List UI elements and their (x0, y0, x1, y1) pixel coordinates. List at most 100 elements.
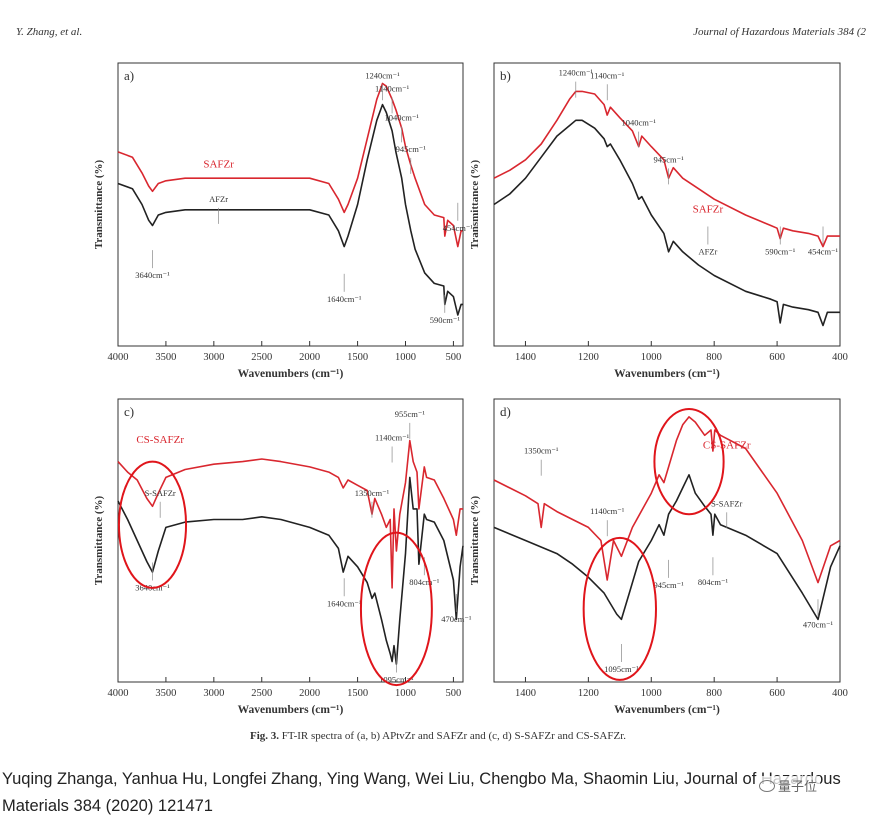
x-axis-label: Wavenumbers (cm⁻¹) (238, 704, 344, 716)
peak-annotation: 945cm⁻¹ (653, 580, 684, 590)
x-tick-label: 600 (769, 688, 785, 699)
plot-frame (493, 62, 841, 347)
x-tick-label: 400 (832, 688, 848, 699)
x-tick-label: 800 (706, 688, 722, 699)
peak-annotation: 1140cm⁻¹ (590, 70, 625, 80)
peak-annotation: 3640cm⁻¹ (135, 270, 170, 280)
peak-annotation: 804cm⁻¹ (409, 577, 440, 587)
series-line-safzr (493, 90, 840, 248)
peak-annotation: 1350cm⁻¹ (355, 488, 390, 498)
peak-annotation: 590cm⁻¹ (765, 246, 796, 256)
plot-frame (117, 62, 464, 347)
ftir-figure: a) Transmittance (%) 4000 3500 3000 2500 2000 1… (93, 62, 848, 716)
y-axis-label: Transmittance (%) (469, 496, 481, 586)
x-tick-label: 1400 (515, 688, 536, 699)
x-tick-label: 1400 (515, 352, 536, 363)
x-tick-label: 1000 (641, 688, 662, 699)
x-tick-label: 500 (446, 352, 462, 363)
x-tick-label: 600 (769, 352, 785, 363)
series-line-s-safzr (117, 476, 464, 665)
peak-annotation: AFZr (698, 246, 717, 256)
peak-annotation: 1140cm⁻¹ (375, 433, 410, 443)
peak-annotation: 1095cm⁻¹ (379, 675, 414, 685)
highlight-circle (117, 460, 188, 589)
peak-annotation: 1240cm⁻¹ (365, 70, 400, 80)
peak-annotation: S-SAFZr (145, 488, 176, 498)
panel-label: b) (500, 68, 511, 83)
caption-text: FT-IR spectra of (a, b) APtvZr and SAFZr… (281, 730, 626, 742)
peak-annotation: 590cm⁻¹ (430, 315, 461, 325)
panel-4: d) Transmittance (%) 1400 1200 1000 800 600 400… (469, 398, 848, 716)
panel-label: d) (500, 404, 511, 419)
y-axis-label: Transmittance (%) (93, 160, 105, 250)
plot-frame (117, 398, 464, 683)
x-axis-label: Wavenumbers (cm⁻¹) (238, 368, 344, 380)
wechat-icon (759, 780, 775, 792)
series-label: SAFZr (203, 159, 234, 171)
x-tick-label: 1200 (578, 688, 599, 699)
panel-label: c) (124, 404, 134, 419)
x-tick-label: 2500 (251, 688, 272, 699)
x-tick-label: 2000 (299, 688, 320, 699)
x-tick-label: 3500 (155, 688, 176, 699)
caption-label: Fig. 3. (249, 730, 280, 742)
x-tick-label: 400 (832, 352, 848, 363)
peak-annotation: S-SAFZr (711, 498, 742, 508)
x-tick-label: 3000 (203, 688, 224, 699)
x-tick-label: 1200 (578, 352, 599, 363)
header-journal: Journal of Hazardous Materials 384 (2 (693, 26, 866, 38)
peak-annotation: 1095cm⁻¹ (604, 664, 639, 674)
peak-annotation: 1140cm⁻¹ (590, 506, 625, 516)
peak-annotation: 1350cm⁻¹ (524, 446, 559, 456)
series-line-afzr (493, 119, 840, 327)
x-tick-label: 1000 (641, 352, 662, 363)
highlight-circle (653, 408, 725, 516)
highlight-circle (359, 531, 433, 687)
citation-text: Yuqing Zhanga, Yanhua Hu, Longfei Zhang,… (2, 770, 841, 815)
peak-annotation: 454cm⁻¹ (443, 223, 474, 233)
peak-annotation: AFZr (209, 194, 228, 204)
header-authors: Y. Zhang, et al. (16, 26, 83, 38)
series-line-safzr (117, 82, 463, 248)
plot-frame (493, 398, 841, 683)
x-tick-label: 4000 (108, 352, 129, 363)
y-axis-label: Transmittance (%) (93, 496, 105, 586)
peak-annotation: 470cm⁻¹ (803, 619, 834, 629)
peak-annotation: 945cm⁻¹ (396, 144, 427, 154)
peak-annotation: 1040cm⁻¹ (384, 112, 419, 122)
series-label: CS-SAFZr (136, 434, 184, 446)
x-tick-label: 1500 (347, 352, 368, 363)
series-line-s-safzr (493, 473, 841, 621)
x-axis-label: Wavenumbers (cm⁻¹) (614, 704, 720, 716)
x-tick-label: 800 (706, 352, 722, 363)
x-tick-label: 1000 (395, 352, 416, 363)
series-line-cs-safzr (493, 416, 841, 584)
watermark-text: 量子位 (778, 780, 818, 795)
series-label: CS-SAFZr (703, 439, 751, 451)
x-tick-label: 3000 (203, 352, 224, 363)
x-tick-label: 4000 (108, 688, 129, 699)
peak-annotation: 1140cm⁻¹ (375, 83, 410, 93)
x-tick-label: 1500 (347, 688, 368, 699)
watermark: 量子位 (756, 776, 821, 795)
x-tick-label: 1000 (395, 688, 416, 699)
x-tick-label: 2000 (299, 352, 320, 363)
panel-2: b) Transmittance (%) 1400 1200 1000 800 600 400… (469, 62, 848, 380)
peak-annotation: 1240cm⁻¹ (559, 68, 594, 78)
panel-1: a) Transmittance (%) 4000 3500 3000 2500 2000 1… (93, 62, 474, 380)
panel-label: a) (124, 68, 134, 83)
peak-annotation: 1040cm⁻¹ (621, 118, 656, 128)
x-tick-label: 2500 (251, 352, 272, 363)
peak-annotation: 1640cm⁻¹ (327, 294, 362, 304)
series-line-afzr (117, 103, 463, 316)
series-label: SAFZr (693, 203, 724, 215)
peak-annotation: 804cm⁻¹ (698, 577, 729, 587)
panel-3: c) Transmittance (%) 4000 3500 3000 2500 2000 1… (93, 398, 472, 716)
highlight-circle (582, 536, 657, 681)
peak-annotation: 1640cm⁻¹ (327, 598, 362, 608)
x-axis-label: Wavenumbers (cm⁻¹) (614, 368, 720, 380)
peak-annotation: 470cm⁻¹ (441, 614, 472, 624)
figure-caption: Fig. 3. FT-IR spectra of (a, b) APtvZr a… (0, 730, 876, 742)
peak-annotation: 454cm⁻¹ (808, 246, 839, 256)
series-line-cs-safzr (117, 439, 463, 589)
